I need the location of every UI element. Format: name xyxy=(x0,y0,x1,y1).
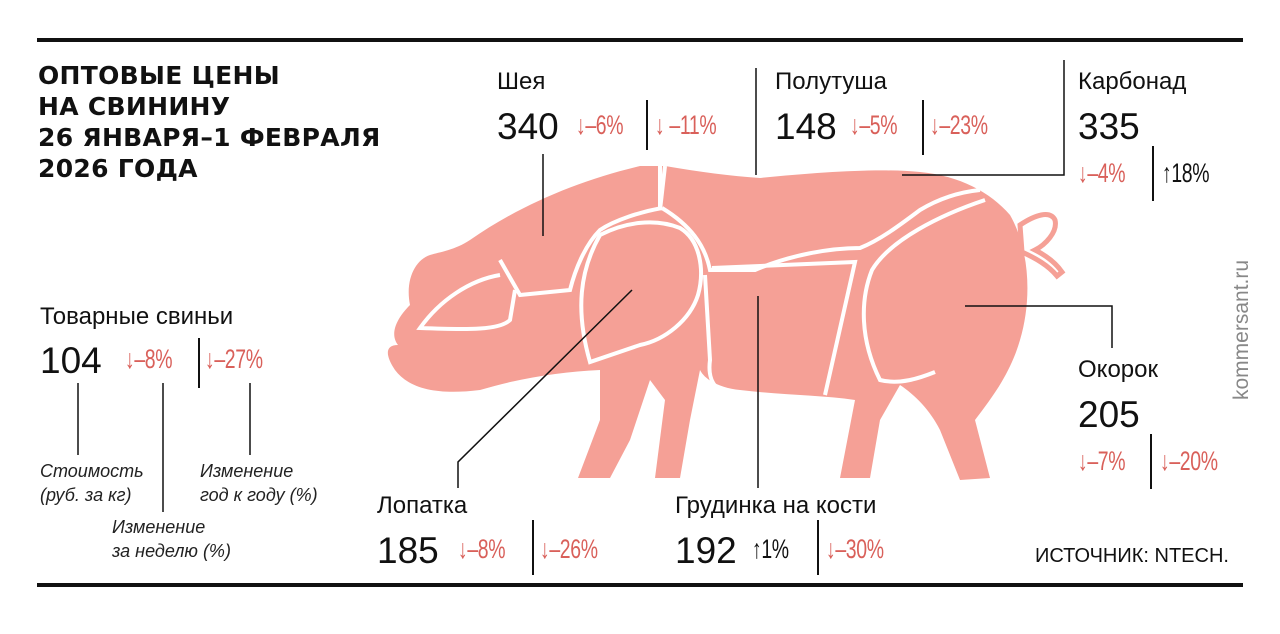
cut-brisket-year: ↓–30% xyxy=(826,534,884,564)
title-line: 26 ЯНВАРЯ–1 ФЕВРАЛЯ xyxy=(38,123,381,152)
cut-half-price: 148 xyxy=(775,106,837,147)
cut-ham-year: ↓–20% xyxy=(1160,446,1218,476)
cut-brisket-week: ↑1% xyxy=(752,534,789,564)
cut-neck-label: Шея xyxy=(497,68,546,95)
divider xyxy=(922,100,924,155)
divider xyxy=(817,520,819,575)
note-week: Изменение за неделю (%) xyxy=(112,515,231,563)
cut-loin-year: ↑18% xyxy=(1162,158,1210,188)
legend-item-label: Товарные свиньи xyxy=(40,303,234,330)
cut-neck-week: ↓–6% xyxy=(576,110,624,140)
divider xyxy=(532,520,534,575)
note-line: за неделю (%) xyxy=(112,541,231,561)
divider xyxy=(198,338,200,388)
legend-price: 104 xyxy=(40,340,102,381)
chart-title: ОПТОВЫЕ ЦЕНЫ НА СВИНИНУ 26 ЯНВАРЯ–1 ФЕВР… xyxy=(38,60,381,184)
cut-half-week: ↓–5% xyxy=(850,110,898,140)
cut-half-label: Полутуша xyxy=(775,68,887,95)
cut-ham-price: 205 xyxy=(1078,394,1140,435)
cut-loin-week: ↓–4% xyxy=(1078,158,1126,188)
cut-loin-label: Карбонад xyxy=(1078,68,1187,95)
cut-shoulder-year: ↓–26% xyxy=(540,534,598,564)
cut-shoulder-label: Лопатка xyxy=(377,492,468,519)
note-price: Стоимость (руб. за кг) xyxy=(40,459,144,507)
legend-year-change: ↓–27% xyxy=(205,344,263,374)
divider xyxy=(1150,434,1152,489)
bottom-rule xyxy=(37,583,1243,587)
top-rule xyxy=(37,38,1243,42)
cut-shoulder-price: 185 xyxy=(377,530,439,571)
note-line: год к году (%) xyxy=(200,485,318,505)
legend-week-change: ↓–8% xyxy=(125,344,173,374)
divider xyxy=(646,100,648,150)
note-line: (руб. за кг) xyxy=(40,485,132,505)
cut-brisket-price: 192 xyxy=(675,530,737,571)
source-credit: ИСТОЧНИК: NTECH. xyxy=(1035,545,1229,567)
cut-shoulder-week: ↓–8% xyxy=(458,534,506,564)
cut-loin-price: 335 xyxy=(1078,106,1140,147)
note-line: Стоимость xyxy=(40,461,144,481)
note-year: Изменение год к году (%) xyxy=(200,459,318,507)
note-line: Изменение xyxy=(112,517,206,537)
divider xyxy=(1152,146,1154,201)
title-line: ОПТОВЫЕ ЦЕНЫ xyxy=(38,61,280,90)
cut-ham-week: ↓–7% xyxy=(1078,446,1126,476)
cut-neck-year: ↓ –11% xyxy=(655,110,717,140)
cut-brisket-label: Грудинка на кости xyxy=(675,492,877,519)
cut-neck-price: 340 xyxy=(497,106,559,147)
cut-half-year: ↓–23% xyxy=(930,110,988,140)
brand-watermark: kommersant.ru xyxy=(1230,259,1253,400)
title-line: 2026 ГОДА xyxy=(38,154,198,183)
cut-ham-label: Окорок xyxy=(1078,356,1158,383)
title-line: НА СВИНИНУ xyxy=(38,92,231,121)
note-line: Изменение xyxy=(200,461,294,481)
